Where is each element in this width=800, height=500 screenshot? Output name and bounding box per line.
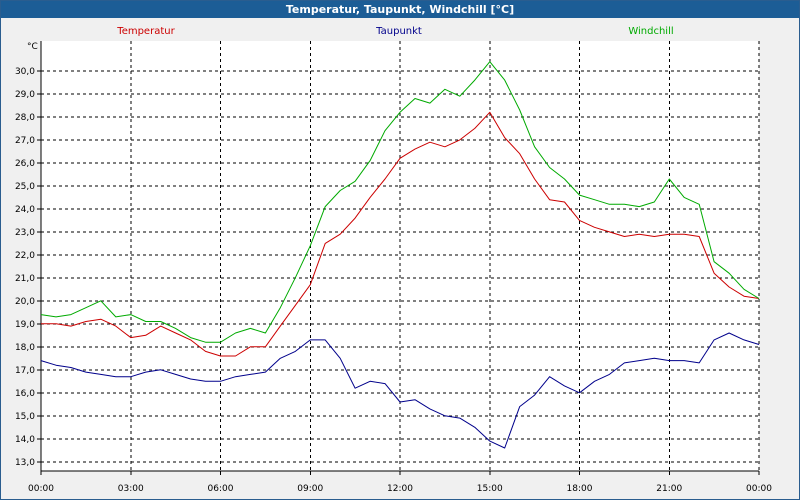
legend-taupunkt: Taupunkt — [375, 26, 422, 37]
y-tick-label: 16,0 — [15, 389, 35, 399]
legend-temperatur: Temperatur — [116, 26, 175, 37]
y-tick-label: 21,0 — [15, 274, 35, 284]
y-tick-label: 27,0 — [15, 136, 35, 146]
window-title: Temperatur, Taupunkt, Windchill [°C] — [1, 1, 799, 18]
x-tick-time: 06:00 — [208, 484, 234, 494]
y-tick-label: 22,0 — [15, 251, 35, 261]
x-tick-time: 00:00 — [28, 484, 54, 494]
x-tick-time: 00:00 — [746, 484, 772, 494]
y-tick-label: 28,0 — [15, 113, 35, 123]
x-tick-time: 12:00 — [387, 484, 413, 494]
x-tick-time: 18:00 — [567, 484, 593, 494]
x-tick-time: 15:00 — [477, 484, 503, 494]
y-tick-label: 15,0 — [15, 412, 35, 422]
x-tick-time: 03:00 — [118, 484, 144, 494]
legend-windchill: Windchill — [628, 26, 673, 37]
series-line-temperatur — [41, 111, 760, 357]
series-line-windchill — [40, 61, 760, 343]
y-axis-unit: °C — [27, 42, 38, 52]
series-line-taupunkt — [40, 332, 760, 449]
y-tick-label: 18,0 — [15, 343, 35, 353]
y-tick-label: 29,0 — [15, 90, 35, 100]
y-tick-label: 20,0 — [15, 297, 35, 307]
y-tick-label: 30,0 — [15, 67, 35, 77]
plot-area — [41, 41, 759, 471]
y-tick-label: 25,0 — [15, 182, 35, 192]
y-tick-label: 23,0 — [15, 228, 35, 238]
x-tick-time: 09:00 — [297, 484, 323, 494]
y-tick-label: 13,0 — [15, 458, 35, 468]
x-tick-time: 21:00 — [656, 484, 682, 494]
chart: 13,0 14,0 15,0 16,0 17,0 18,0 19,0 20,0 21,0 22,0… — [15, 26, 772, 494]
y-tick-label: 19,0 — [15, 320, 35, 330]
y-tick-label: 26,0 — [15, 159, 35, 169]
y-tick-label: 14,0 — [15, 435, 35, 445]
y-tick-label: 17,0 — [15, 366, 35, 376]
y-tick-label: 24,0 — [15, 205, 35, 215]
